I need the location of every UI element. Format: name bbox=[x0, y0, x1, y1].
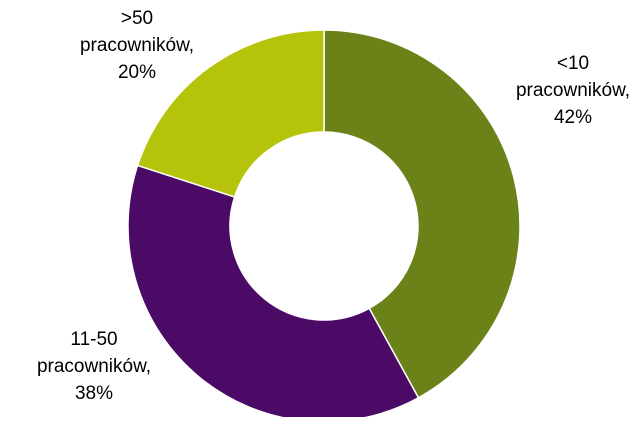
data-label-1: 11-50 pracowników, 38% bbox=[37, 329, 151, 404]
donut-slice-0 bbox=[323, 29, 521, 399]
data-label-0-line-2: 42% bbox=[554, 107, 592, 128]
data-label-1-line-0: 11-50 bbox=[70, 329, 117, 350]
data-label-0: <10 pracowników, 42% bbox=[516, 53, 630, 128]
data-label-0-line-0: <10 bbox=[557, 53, 589, 74]
data-label-2-line-0: >50 bbox=[121, 8, 153, 29]
data-label-1-line-2: 38% bbox=[75, 383, 113, 404]
data-label-2-line-2: 20% bbox=[118, 62, 156, 83]
data-label-0-line-1: pracowników, bbox=[516, 80, 630, 101]
donut-slice-2 bbox=[136, 29, 325, 198]
data-label-2: >50 pracowników, 20% bbox=[80, 8, 194, 83]
donut-slices bbox=[127, 29, 521, 422]
data-label-1-line-1: pracowników, bbox=[37, 356, 151, 377]
data-label-2-line-1: pracowników, bbox=[80, 35, 194, 56]
donut-slice-1 bbox=[127, 164, 420, 422]
data-labels: <10 pracowników, 42% 11-50 pracowników, 38% >5… bbox=[37, 8, 630, 404]
